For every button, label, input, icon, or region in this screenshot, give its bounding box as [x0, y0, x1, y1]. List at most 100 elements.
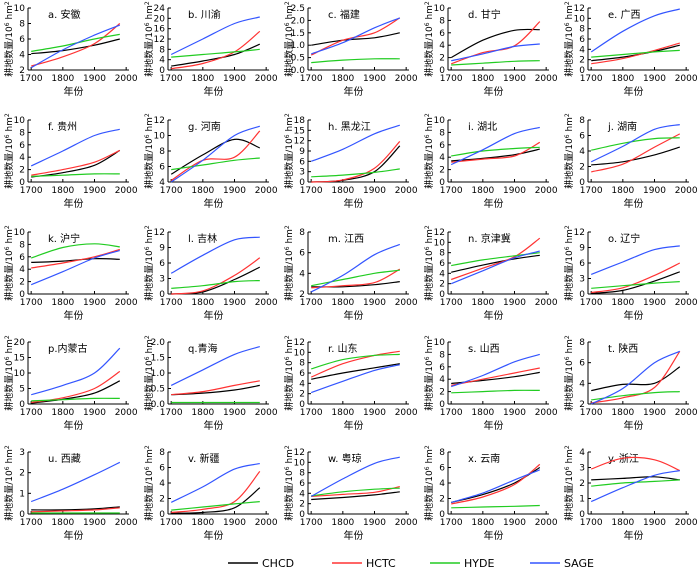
y-tick-label: 8	[439, 16, 445, 26]
chart-legend: CHCD HCTC HYDE SAGE	[228, 557, 594, 570]
x-tick-label: 1900	[643, 408, 666, 418]
y-tick-label: 0	[19, 400, 25, 410]
x-tick-label: 1900	[223, 186, 246, 196]
x-tick-label: 1700	[580, 186, 603, 196]
x-tick-label: 1900	[223, 518, 246, 528]
x-tick-label: 1900	[363, 408, 386, 418]
y-tick-label: 2	[579, 163, 585, 173]
y-tick-label: 8	[439, 350, 445, 360]
legend-label-hctc: HCTC	[366, 557, 396, 570]
series-line-sage	[450, 126, 540, 166]
panel-title: m. 江西	[328, 233, 364, 245]
x-tick-label: 1900	[503, 298, 526, 308]
x-tick-label: 2000	[395, 74, 418, 84]
series-line-chcd	[31, 38, 120, 55]
y-tick-label: 6	[299, 479, 305, 489]
x-tick-label: 1700	[160, 518, 183, 528]
panel-title: t. 陕西	[608, 342, 638, 355]
series-line-sage	[170, 346, 260, 386]
y-axis-label: 耕地数量/106 hm2	[283, 225, 295, 301]
y-tick-label: 8	[19, 128, 25, 138]
y-tick-label: 8	[439, 128, 445, 138]
y-tick-label: 0	[579, 178, 585, 188]
series-line-hctc	[171, 380, 260, 396]
x-tick-label: 1700	[20, 518, 43, 528]
panel-title: i. 湖北	[468, 121, 497, 133]
y-tick-label: 10	[154, 132, 166, 142]
y-tick-label: 9	[159, 244, 165, 254]
panel-8: 0 2 4 6 8 10 1700 1800 1900 2000 年份 耕地数量/106 hm2 i. …	[423, 113, 558, 210]
x-axis-label: 年份	[344, 529, 364, 542]
series-line-chcd	[591, 271, 681, 295]
y-tick-label: 3	[579, 464, 585, 474]
y-tick-label: 6	[439, 464, 445, 474]
y-tick-label: 0	[579, 66, 585, 76]
y-tick-label: 8	[579, 338, 585, 348]
y-tick-label: 16	[154, 25, 166, 35]
y-tick-label: 4	[299, 269, 305, 279]
series-line-hctc	[31, 248, 120, 269]
series-line-sage	[30, 128, 120, 167]
y-axis-label: 耕地数量/106 hm2	[3, 335, 15, 411]
series-line-hyde	[171, 48, 260, 58]
panel-title: c. 福建	[328, 8, 360, 21]
series-line-hyde	[171, 501, 260, 511]
y-tick-label: 2	[439, 388, 445, 398]
series-line-hctc	[591, 133, 681, 173]
x-tick-label: 1900	[503, 518, 526, 528]
y-axis-label: 耕地数量/106 hm2	[283, 1, 295, 77]
x-tick-label: 1800	[51, 298, 74, 308]
y-tick-label: 6	[159, 464, 165, 474]
y-tick-label: 6	[579, 259, 585, 269]
series-line-sage	[451, 43, 540, 62]
x-tick-label: 1700	[300, 408, 323, 418]
panel-title: d. 甘宁	[468, 8, 501, 21]
y-tick-label: 1.0	[291, 41, 306, 51]
panel-12: 2 4 6 8 1700 1800 1900 2000 年份 耕地数量/106 hm2 m. 江西	[283, 225, 418, 322]
panel-19: 2 4 6 8 1700 1800 1900 2000 年份 耕地数量/106 hm2 t. 陕西	[563, 335, 698, 432]
y-tick-label: 2	[299, 390, 305, 400]
series-line-sage	[31, 347, 121, 396]
series-line-hyde	[591, 137, 680, 151]
x-axis-label: 年份	[344, 419, 364, 432]
series-line-hctc	[311, 486, 400, 497]
y-tick-label: 2	[299, 290, 305, 300]
series-line-chcd	[170, 138, 261, 175]
series-line-chcd	[311, 491, 400, 501]
x-tick-label: 1900	[223, 408, 246, 418]
y-tick-label: 0	[439, 400, 445, 410]
y-tick-label: 0	[439, 66, 445, 76]
series-line-hyde	[171, 157, 260, 171]
x-tick-label: 1800	[471, 518, 494, 528]
y-tick-label: 6	[579, 35, 585, 45]
x-tick-label: 2000	[395, 298, 418, 308]
y-axis-label: 耕地数量/106 hm2	[3, 225, 15, 301]
series-line-chcd	[171, 487, 261, 514]
y-tick-label: 10	[574, 14, 586, 24]
x-tick-label: 1900	[643, 298, 666, 308]
series-line-hyde	[311, 168, 400, 178]
panel-14: 0 3 6 9 12 1700 1800 1900 2000 年份 耕地数量/106 hm2 o. 辽…	[563, 225, 698, 322]
y-tick-label: 6	[439, 259, 445, 269]
y-tick-label: 2	[19, 66, 25, 76]
y-tick-label: 3	[299, 168, 305, 178]
x-tick-label: 1800	[611, 298, 634, 308]
x-tick-label: 1900	[223, 74, 246, 84]
y-tick-label: 4	[439, 375, 445, 385]
y-tick-label: 3	[579, 275, 585, 285]
y-axis-label: 耕地数量/106 hm2	[563, 335, 575, 411]
series-line-sage	[590, 350, 681, 405]
y-tick-label: 12	[154, 228, 165, 238]
panel-title: b. 川渝	[188, 8, 221, 21]
y-tick-label: 2.0	[151, 338, 166, 348]
y-axis-label: 耕地数量/106 hm2	[563, 1, 575, 77]
x-tick-label: 1800	[191, 408, 214, 418]
y-tick-label: 6	[439, 141, 445, 151]
x-axis-label: 年份	[344, 309, 364, 322]
x-tick-label: 1900	[83, 74, 106, 84]
